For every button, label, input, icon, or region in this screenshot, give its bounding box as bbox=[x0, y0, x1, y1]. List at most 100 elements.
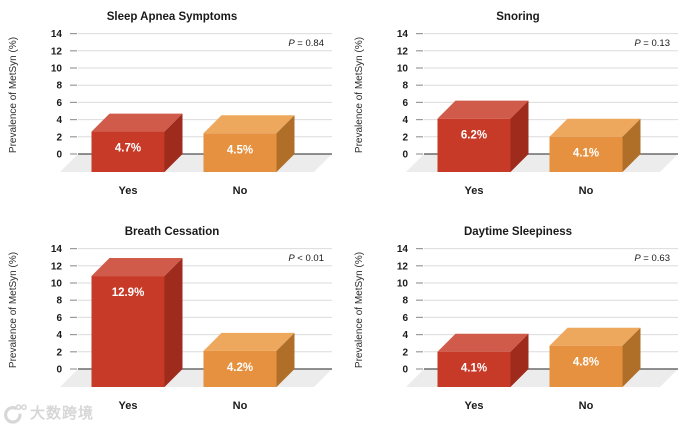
bar-front-face bbox=[203, 133, 277, 172]
p-value-label: P = 0.84 bbox=[288, 38, 324, 49]
y-tick-label: 8 bbox=[56, 296, 62, 307]
y-tick-label: 0 bbox=[56, 150, 62, 161]
category-label-yes: Yes bbox=[119, 400, 138, 412]
category-label-no: No bbox=[579, 185, 594, 197]
bar-value-label: 4.1% bbox=[573, 148, 599, 160]
y-tick-label: 2 bbox=[402, 132, 408, 143]
bar-value-label: 4.1% bbox=[461, 363, 487, 375]
bar-front-face bbox=[91, 276, 165, 387]
chart-breath-cessation: 0 2 4 6 8 10 12 14 12.9% Yes 4.2% No Breath Cessatio… bbox=[8, 226, 332, 412]
y-tick-label: 8 bbox=[402, 296, 408, 307]
category-label-no: No bbox=[233, 400, 248, 412]
y-tick-label: 10 bbox=[397, 279, 409, 290]
bar-front-face bbox=[203, 350, 277, 387]
bar-side-face bbox=[276, 115, 295, 172]
bar-side-face bbox=[276, 332, 295, 387]
bar-front-face bbox=[549, 345, 623, 387]
chart-title: Breath Cessation bbox=[125, 226, 220, 238]
bar-top-face bbox=[91, 113, 183, 132]
bar-top-face bbox=[437, 333, 529, 352]
y-tick-label: 0 bbox=[402, 150, 408, 161]
y-axis-label: Prevalence of MetSyn (%) bbox=[8, 37, 19, 153]
y-tick-label: 12 bbox=[397, 46, 409, 57]
chart-title: Sleep Apnea Symptoms bbox=[107, 11, 238, 23]
y-tick-label: 4 bbox=[56, 115, 62, 126]
chart-title: Snoring bbox=[496, 11, 539, 23]
chart-panel-daytime-sleepiness: 0 2 4 6 8 10 12 14 4.1% Yes 4.8% No Daytime Sleepine… bbox=[346, 215, 692, 430]
y-tick-label: 4 bbox=[402, 330, 408, 341]
bar-top-face bbox=[203, 332, 295, 351]
bar-side-face bbox=[164, 113, 183, 172]
bar-no: 4.2% bbox=[203, 332, 295, 387]
p-value-label: P < 0.01 bbox=[288, 253, 324, 264]
y-axis-label: Prevalence of MetSyn (%) bbox=[354, 252, 365, 368]
bar-side-face bbox=[510, 100, 529, 172]
bar-no: 4.5% bbox=[203, 115, 295, 172]
y-tick-label: 14 bbox=[397, 244, 409, 255]
bar-front-face bbox=[549, 136, 623, 172]
chart-panel-breath-cessation: 0 2 4 6 8 10 12 14 12.9% Yes 4.2% No Breath Cessatio… bbox=[0, 215, 346, 430]
y-tick-label: 12 bbox=[51, 261, 63, 272]
y-axis-label: Prevalence of MetSyn (%) bbox=[354, 37, 365, 153]
p-value-label: P = 0.63 bbox=[634, 253, 670, 264]
bar-front-face bbox=[437, 118, 511, 172]
chart-title: Daytime Sleepiness bbox=[464, 226, 572, 238]
bar-side-face bbox=[510, 333, 529, 387]
p-value-label: P = 0.13 bbox=[634, 38, 670, 49]
category-label-yes: Yes bbox=[465, 400, 484, 412]
bar-no: 4.8% bbox=[549, 327, 641, 387]
bar-top-face bbox=[549, 327, 641, 346]
category-label-yes: Yes bbox=[119, 185, 138, 197]
bar-value-label: 6.2% bbox=[461, 130, 487, 142]
y-tick-label: 8 bbox=[56, 81, 62, 92]
bar-no: 4.1% bbox=[549, 118, 641, 172]
bar-yes: 4.7% bbox=[91, 113, 183, 172]
y-tick-label: 0 bbox=[402, 365, 408, 376]
bar-top-face bbox=[437, 100, 529, 119]
y-tick-label: 14 bbox=[51, 29, 63, 40]
bar-yes: 12.9% bbox=[91, 258, 183, 387]
y-tick-label: 2 bbox=[56, 347, 62, 358]
y-tick-label: 10 bbox=[51, 279, 63, 290]
category-label-no: No bbox=[233, 185, 248, 197]
y-tick-label: 2 bbox=[402, 347, 408, 358]
chart-snoring: 0 2 4 6 8 10 12 14 6.2% Yes 4.1% No Snoring P = 0.13 P… bbox=[354, 11, 678, 197]
y-axis-label: Prevalence of MetSyn (%) bbox=[8, 252, 19, 368]
category-label-yes: Yes bbox=[465, 185, 484, 197]
y-tick-label: 0 bbox=[56, 365, 62, 376]
y-tick-label: 6 bbox=[402, 98, 408, 109]
bar-top-face bbox=[549, 118, 641, 137]
y-tick-label: 12 bbox=[397, 261, 409, 272]
y-tick-label: 2 bbox=[56, 132, 62, 143]
bar-yes: 4.1% bbox=[437, 333, 529, 387]
y-tick-label: 4 bbox=[56, 330, 62, 341]
y-tick-label: 14 bbox=[51, 244, 63, 255]
y-tick-label: 12 bbox=[51, 46, 63, 57]
y-tick-label: 14 bbox=[397, 29, 409, 40]
bar-value-label: 4.5% bbox=[227, 144, 253, 156]
bar-value-label: 4.7% bbox=[115, 143, 141, 155]
y-tick-label: 10 bbox=[51, 64, 63, 75]
bar-front-face bbox=[91, 131, 165, 172]
chart-daytime-sleepiness: 0 2 4 6 8 10 12 14 4.1% Yes 4.8% No Daytime Sleepine… bbox=[354, 226, 678, 412]
bar-value-label: 4.8% bbox=[573, 357, 599, 369]
chart-panel-snoring: 0 2 4 6 8 10 12 14 6.2% Yes 4.1% No Snoring P = 0.13 P… bbox=[346, 0, 692, 215]
bar-side-face bbox=[622, 327, 641, 387]
bar-top-face bbox=[203, 115, 295, 134]
bar-top-face bbox=[91, 258, 183, 277]
bar-side-face bbox=[164, 258, 183, 387]
chart-panel-sleep-apnea-symptoms: 0 2 4 6 8 10 12 14 4.7% Yes 4.5% No Sleep Apnea Symp… bbox=[0, 0, 346, 215]
y-tick-label: 6 bbox=[402, 313, 408, 324]
bar-front-face bbox=[437, 351, 511, 387]
bar-value-label: 12.9% bbox=[112, 287, 145, 299]
y-tick-label: 10 bbox=[397, 64, 409, 75]
y-tick-label: 8 bbox=[402, 81, 408, 92]
bar-yes: 6.2% bbox=[437, 100, 529, 172]
chart-sleep-apnea-symptoms: 0 2 4 6 8 10 12 14 4.7% Yes 4.5% No Sleep Apnea Symp… bbox=[8, 11, 332, 197]
y-tick-label: 6 bbox=[56, 313, 62, 324]
y-tick-label: 4 bbox=[402, 115, 408, 126]
category-label-no: No bbox=[579, 400, 594, 412]
y-tick-label: 6 bbox=[56, 98, 62, 109]
bar-value-label: 4.2% bbox=[227, 362, 253, 374]
